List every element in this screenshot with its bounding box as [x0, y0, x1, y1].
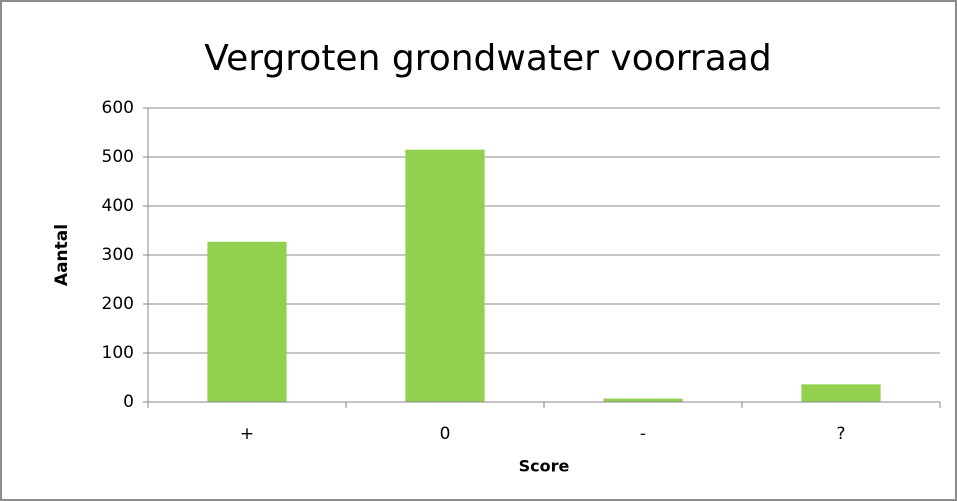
y-tick-label: 100	[102, 343, 134, 363]
y-axis-label: Aantal	[52, 224, 72, 286]
x-tick-label: +	[240, 424, 254, 444]
y-tick-label: 300	[102, 245, 134, 265]
bar	[207, 241, 287, 402]
y-tick-label: 600	[102, 98, 134, 118]
bar	[405, 149, 485, 402]
y-tick-label: 400	[102, 196, 134, 216]
y-tick-label: 0	[123, 392, 134, 412]
x-tick-label: ?	[836, 424, 845, 444]
bar	[603, 398, 683, 402]
x-axis-label: Score	[519, 457, 570, 476]
x-tick-label: -	[640, 424, 646, 444]
x-tick-label: 0	[440, 424, 451, 444]
bar	[801, 384, 881, 402]
y-tick-label: 500	[102, 147, 134, 167]
chart-title: Vergroten grondwater voorraad	[204, 38, 771, 79]
y-tick-label: 200	[102, 294, 134, 314]
